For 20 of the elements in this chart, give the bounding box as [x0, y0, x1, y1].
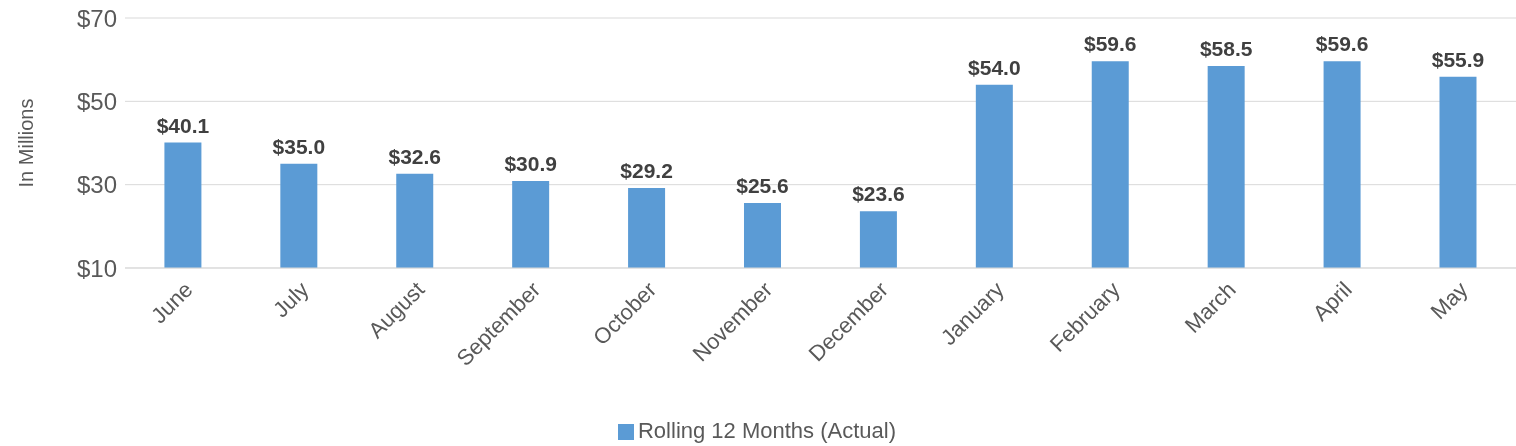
data-label: $58.5: [1199, 36, 1253, 60]
data-label: $59.6: [1083, 32, 1137, 56]
data-label: $54.0: [968, 55, 1021, 79]
data-label: $30.9: [504, 151, 557, 175]
x-tick-label: May: [1425, 276, 1473, 324]
data-label: $40.1: [156, 113, 210, 137]
legend-label: Rolling 12 Months (Actual): [637, 418, 896, 443]
data-label: $35.0: [272, 134, 326, 158]
data-label: $29.2: [620, 159, 673, 182]
data-label: $59.6: [1315, 32, 1369, 56]
data-label: $25.6: [736, 174, 789, 197]
data-label: $23.6: [852, 182, 905, 206]
y-tick-label: $30: [76, 171, 117, 199]
y-axis-title: In Millions: [15, 98, 38, 188]
y-tick-label: $70: [76, 4, 117, 32]
data-label: $55.9: [1431, 47, 1485, 71]
y-tick-label: $10: [76, 254, 117, 282]
x-tick-label: July: [268, 276, 314, 323]
y-tick-label: $50: [76, 87, 117, 115]
data-label: $32.6: [388, 144, 442, 168]
